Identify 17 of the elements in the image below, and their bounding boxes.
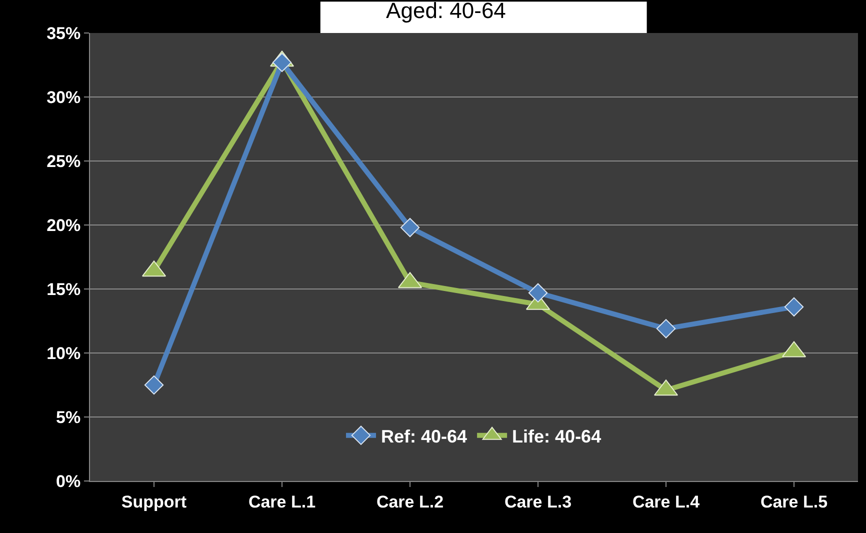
y-tick-label: 25% <box>46 152 81 171</box>
legend-label: Ref: 40-64 <box>381 426 468 446</box>
x-tick-label: Care L.1 <box>248 492 316 512</box>
x-tick-label: Support <box>121 492 187 512</box>
y-tick-label: 30% <box>46 88 81 107</box>
y-tick-label: 10% <box>46 344 81 363</box>
y-tick-label: 0% <box>56 472 81 491</box>
y-tick-label: 35% <box>46 24 81 43</box>
y-tick-label: 20% <box>46 216 81 235</box>
chart-title: Aged: 40-64 <box>386 0 506 24</box>
x-tick-label: Care L.4 <box>632 492 700 512</box>
x-tick-label: Care L.5 <box>760 492 828 512</box>
y-tick-label: 5% <box>56 408 81 427</box>
x-tick-label: Care L.3 <box>504 492 572 512</box>
legend-label: Life: 40-64 <box>512 426 602 446</box>
y-tick-label: 15% <box>46 280 81 299</box>
x-tick-label: Care L.2 <box>376 492 444 512</box>
